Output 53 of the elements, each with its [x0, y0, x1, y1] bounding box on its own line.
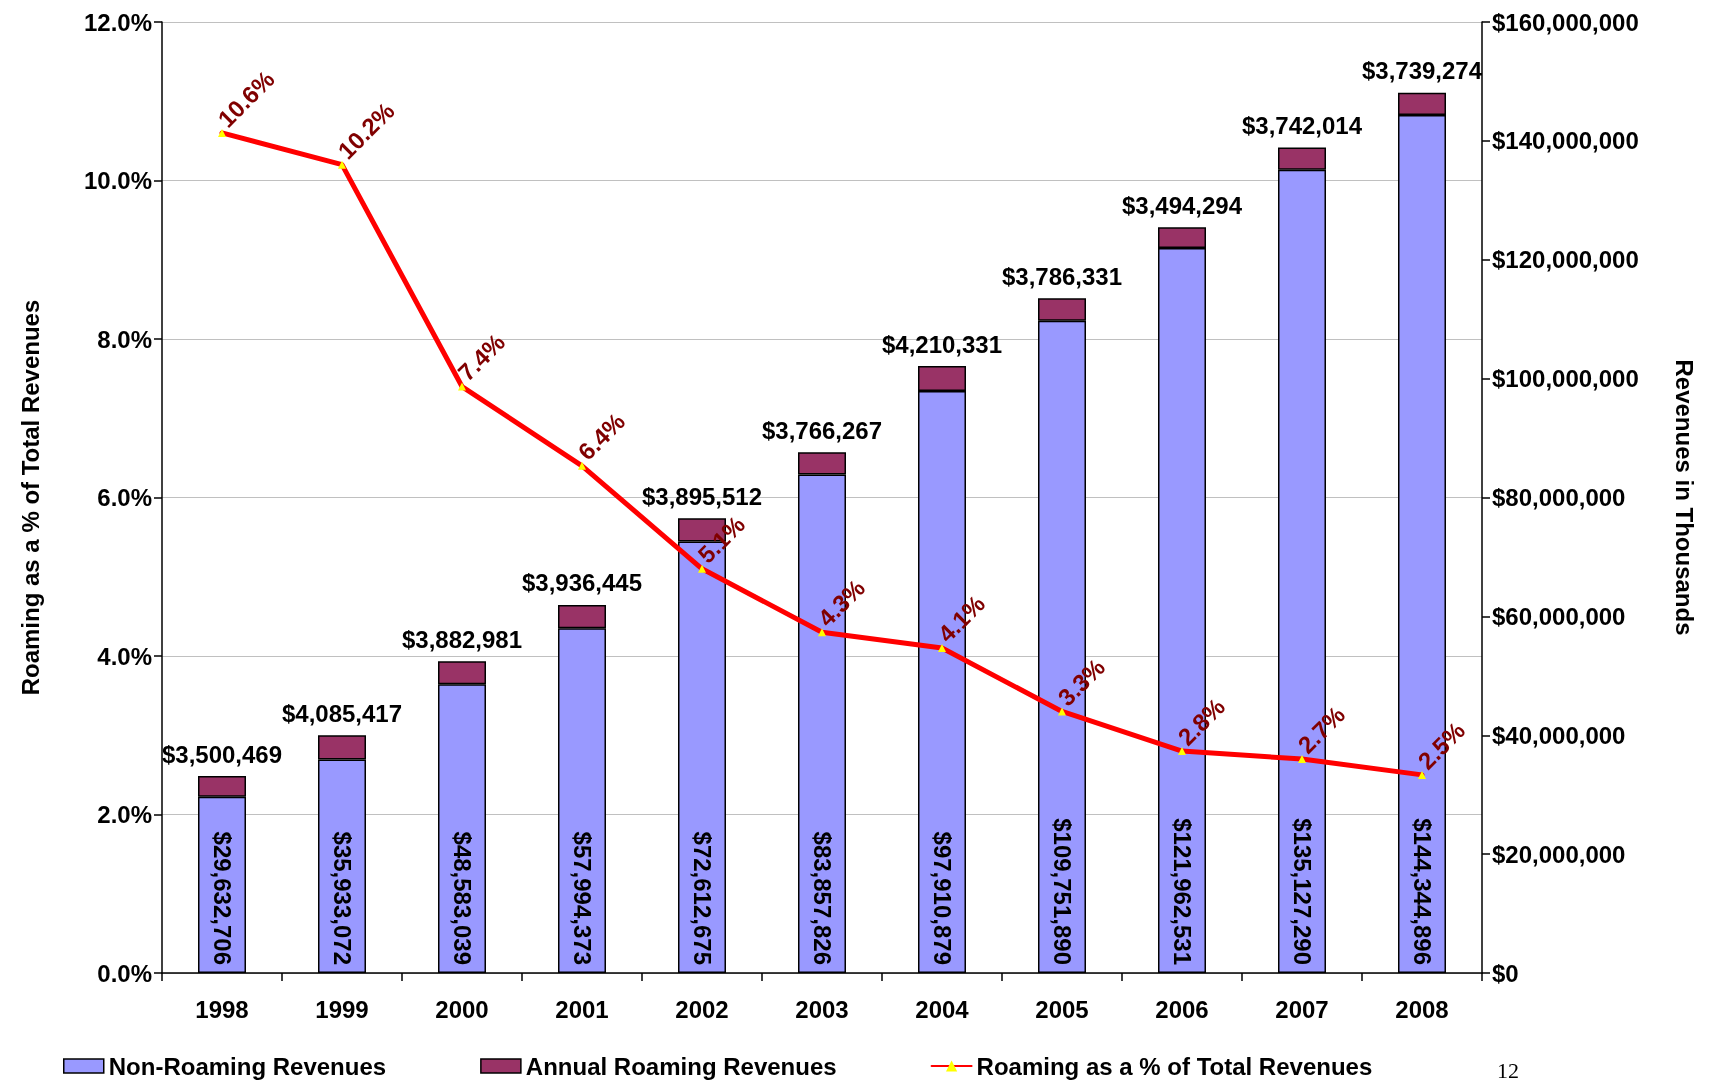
y-axis-title: Roaming as a % of Total Revenues	[16, 299, 44, 696]
y-tick-label: 4.0%	[97, 642, 152, 670]
y2-tick-label: $120,000,000	[1492, 246, 1639, 274]
x-tick-label: 2004	[915, 995, 970, 1023]
y2-tick-label: $160,000,000	[1492, 8, 1639, 36]
x-tick-label: 2002	[675, 995, 729, 1023]
y-tick-label: 10.0%	[83, 167, 152, 194]
data-label: $3,494,294	[1121, 191, 1243, 219]
data-label: $3,882,981	[401, 625, 523, 653]
data-label: $72,612,675	[688, 831, 716, 965]
legend-label: Roaming as a % of Total Revenues	[976, 1052, 1373, 1080]
y2-tick-label: $80,000,000	[1492, 484, 1626, 511]
y-tick-label: 0.0%	[97, 959, 152, 987]
data-label: $109,751,890	[1048, 818, 1076, 965]
text: 12	[1497, 1057, 1519, 1083]
data-label: $3,766,267	[761, 416, 883, 444]
data-label: $97,910,879	[928, 831, 956, 965]
y2-tick-label: $0	[1492, 959, 1519, 987]
y2-tick-label: $100,000,000	[1492, 365, 1639, 393]
x-tick-label: 1998	[195, 995, 249, 1023]
x-tick-label: 2000	[435, 995, 489, 1023]
data-label: $135,127,290	[1288, 818, 1316, 965]
y2-tick-label: $140,000,000	[1492, 127, 1639, 155]
data-label: $144,344,896	[1408, 818, 1436, 965]
legend-label: Non-Roaming Revenues	[108, 1052, 387, 1080]
data-label: $48,583,039	[448, 831, 476, 965]
x-tick-label: 1999	[315, 995, 369, 1023]
y2-tick-label: $60,000,000	[1492, 602, 1626, 630]
data-label: $4,210,331	[881, 330, 1003, 358]
data-label: $121,962,531	[1168, 818, 1196, 965]
x-tick-label: 2008	[1395, 995, 1449, 1023]
x-tick-label: 2001	[555, 995, 609, 1023]
y2-axis-title: Revenues in Thousands	[1670, 359, 1698, 636]
data-label: $3,742,014	[1241, 112, 1363, 140]
data-label: $4,085,417	[281, 699, 403, 727]
x-tick-label: 2003	[795, 995, 849, 1023]
data-label: $29,632,706	[208, 831, 236, 965]
x-tick-label: 2005	[1035, 995, 1089, 1023]
x-tick-label: 2006	[1155, 995, 1209, 1023]
y2-tick-label: $40,000,000	[1492, 721, 1626, 749]
y-tick-label: 8.0%	[97, 325, 152, 353]
y2-tick-label: $20,000,000	[1492, 840, 1626, 868]
y-tick-label: 12.0%	[83, 8, 152, 36]
y-tick-label: 6.0%	[97, 484, 152, 511]
data-label: $3,895,512	[641, 482, 763, 510]
data-label: $35,933,072	[328, 831, 356, 965]
legend-label: Annual Roaming Revenues	[525, 1052, 837, 1080]
data-label: $3,936,445	[521, 569, 643, 597]
data-label: $57,994,373	[568, 831, 596, 965]
y-tick-label: 2.0%	[97, 801, 152, 828]
data-label: $3,786,331	[1001, 262, 1123, 290]
x-tick-label: 2007	[1275, 995, 1329, 1023]
data-label: $83,857,826	[808, 831, 836, 965]
